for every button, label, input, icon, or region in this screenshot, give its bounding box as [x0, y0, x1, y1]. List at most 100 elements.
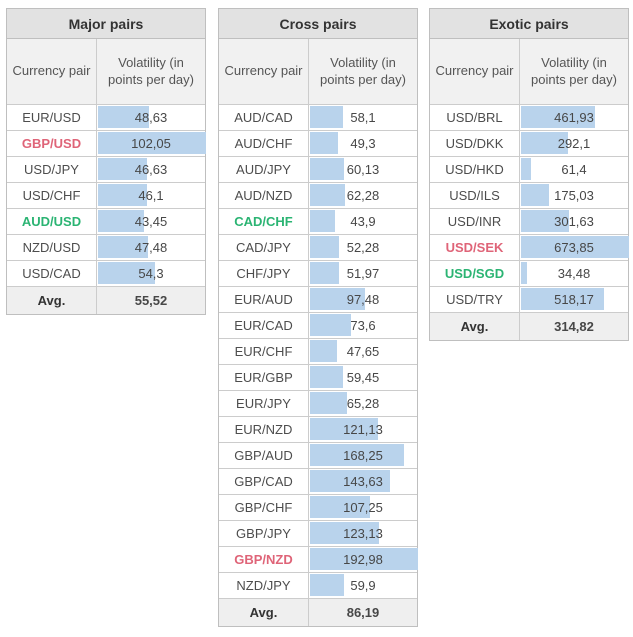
- volatility-value: 43,45: [134, 214, 168, 229]
- volatility-value: 123,13: [343, 526, 383, 541]
- volatility-bar: [310, 392, 347, 414]
- volatility-cell: 46,63: [97, 157, 205, 182]
- column-header-currency-pair: Currency pair: [7, 39, 97, 104]
- currency-pair-cell: EUR/AUD: [219, 287, 309, 312]
- volatility-value: 59,45: [346, 370, 380, 385]
- table-row: GBP/AUD 168,25: [219, 443, 417, 469]
- currency-pair-cell: NZD/USD: [7, 235, 97, 260]
- volatility-cell: 43,45: [97, 209, 205, 234]
- table-row: EUR/AUD 97,48: [219, 287, 417, 313]
- volatility-value: 48,63: [134, 110, 168, 125]
- currency-pair-cell: CAD/CHF: [219, 209, 309, 234]
- average-row: Avg. 55,52: [7, 287, 205, 314]
- table-row: USD/SEK 673,85: [430, 235, 629, 261]
- table-row: USD/DKK 292,1: [430, 131, 628, 157]
- table-row: USD/ILS 175,03: [430, 183, 628, 209]
- volatility-value: 518,17: [554, 292, 594, 307]
- volatility-cell: 54,3: [97, 261, 205, 286]
- volatility-bar: [310, 470, 391, 492]
- table-row: EUR/GBP 59,45: [219, 365, 417, 391]
- currency-pair-cell: EUR/CAD: [219, 313, 309, 338]
- table-row: GBP/USD 102,05: [7, 131, 206, 157]
- volatility-value: 73,6: [350, 318, 376, 333]
- volatility-bar: [98, 210, 144, 232]
- volatility-cell: 192,98: [309, 547, 418, 572]
- volatility-value: 46,1: [138, 188, 164, 203]
- volatility-value: 121,13: [343, 422, 383, 437]
- average-row: Avg. 86,19: [219, 599, 417, 626]
- volatility-cell: 47,48: [97, 235, 205, 260]
- volatility-cell: 62,28: [309, 183, 417, 208]
- volatility-value: 59,9: [350, 578, 376, 593]
- currency-pair-cell: USD/ILS: [430, 183, 520, 208]
- major-pairs-table: Major pairs Currency pair Volatility (in…: [6, 8, 206, 315]
- currency-pair-cell: EUR/USD: [7, 105, 97, 130]
- volatility-cell: 518,17: [520, 287, 628, 312]
- table-row: GBP/CHF 107,25: [219, 495, 417, 521]
- table-row: CAD/CHF 43,9: [219, 209, 417, 235]
- table-row: AUD/CAD 58,1: [219, 105, 417, 131]
- currency-pair-cell: AUD/CHF: [219, 131, 309, 156]
- volatility-cell: 107,25: [309, 495, 417, 520]
- volatility-cell: 48,63: [97, 105, 205, 130]
- currency-pair-cell: USD/CHF: [7, 183, 97, 208]
- average-value: 86,19: [346, 605, 380, 620]
- table-body: USD/BRL 461,93 USD/DKK 292,1 USD/HKD 61,4 USD/…: [430, 105, 629, 313]
- currency-pair-cell: CHF/JPY: [219, 261, 309, 286]
- table-row: AUD/JPY 60,13: [219, 157, 417, 183]
- volatility-cell: 97,48: [309, 287, 417, 312]
- column-header-volatility: Volatility (in points per day): [320, 54, 406, 87]
- currency-pair-cell: GBP/USD: [7, 131, 97, 156]
- volatility-cell: 123,13: [309, 521, 417, 546]
- volatility-bar: [310, 314, 352, 336]
- currency-pair-cell: USD/JPY: [7, 157, 97, 182]
- volatility-cell: 673,85: [520, 235, 629, 260]
- volatility-bar: [98, 132, 206, 154]
- table-row: USD/CAD 54,3: [7, 261, 205, 287]
- table-row: USD/BRL 461,93: [430, 105, 628, 131]
- table-row: EUR/CAD 73,6: [219, 313, 417, 339]
- volatility-bar: [310, 444, 405, 466]
- column-header-volatility: Volatility (in points per day): [108, 54, 194, 87]
- table-title: Cross pairs: [219, 9, 417, 39]
- volatility-bar: [310, 210, 335, 232]
- volatility-cell: 121,13: [309, 417, 417, 442]
- currency-pair-cell: EUR/NZD: [219, 417, 309, 442]
- volatility-bar: [310, 158, 344, 180]
- volatility-bar: [310, 132, 338, 154]
- table-row: USD/JPY 46,63: [7, 157, 205, 183]
- volatility-value: 34,48: [557, 266, 591, 281]
- volatility-bar: [521, 106, 596, 128]
- volatility-bar: [521, 236, 629, 258]
- volatility-bar: [310, 236, 340, 258]
- currency-pair-cell: GBP/NZD: [219, 547, 309, 572]
- currency-pair-cell: USD/INR: [430, 209, 520, 234]
- volatility-cell: 65,28: [309, 391, 417, 416]
- volatility-value: 175,03: [554, 188, 594, 203]
- currency-pair-cell: AUD/USD: [7, 209, 97, 234]
- volatility-cell: 73,6: [309, 313, 417, 338]
- table-row: NZD/USD 47,48: [7, 235, 205, 261]
- table-row: USD/CHF 46,1: [7, 183, 205, 209]
- volatility-bar: [310, 288, 365, 310]
- table-row: CAD/JPY 52,28: [219, 235, 417, 261]
- volatility-cell: 61,4: [520, 157, 628, 182]
- currency-pair-cell: USD/SGD: [430, 261, 520, 286]
- table-header: Currency pair Volatility (in points per …: [430, 39, 628, 105]
- currency-pair-cell: GBP/JPY: [219, 521, 309, 546]
- volatility-cell: 168,25: [309, 443, 417, 468]
- volatility-value: 461,93: [554, 110, 594, 125]
- volatility-bar: [310, 340, 337, 362]
- currency-pair-cell: AUD/CAD: [219, 105, 309, 130]
- volatility-bar: [310, 522, 379, 544]
- table-row: AUD/USD 43,45: [7, 209, 205, 235]
- volatility-cell: 47,65: [309, 339, 417, 364]
- volatility-bar: [521, 288, 605, 310]
- volatility-cell: 143,63: [309, 469, 417, 494]
- volatility-bar: [521, 132, 568, 154]
- currency-pair-cell: EUR/CHF: [219, 339, 309, 364]
- volatility-bar: [521, 158, 531, 180]
- volatility-bar: [310, 184, 345, 206]
- volatility-cell: 51,97: [309, 261, 417, 286]
- volatility-value: 46,63: [134, 162, 168, 177]
